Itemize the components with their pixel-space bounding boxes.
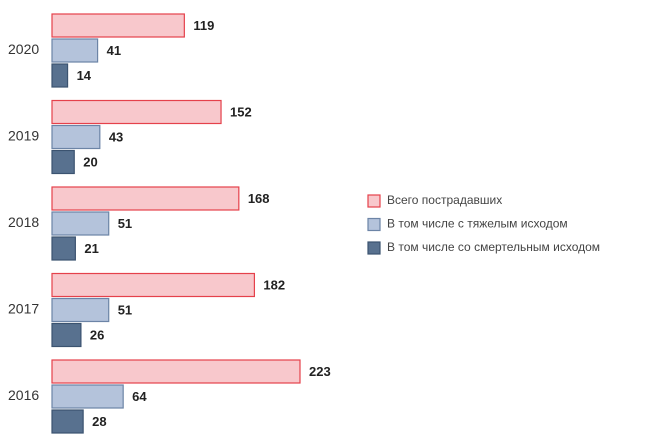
y-tick-label: 2017 [8, 301, 39, 317]
bar [51, 13, 185, 38]
bar [51, 211, 110, 236]
y-tick-label: 2020 [8, 41, 39, 57]
bar [51, 99, 222, 125]
value-label: 14 [77, 68, 92, 83]
value-label: 20 [83, 154, 97, 169]
bar [51, 409, 84, 434]
bar [51, 359, 301, 384]
legend-swatch [367, 217, 381, 232]
value-label: 21 [84, 241, 98, 256]
value-label: 43 [109, 129, 123, 144]
value-label: 182 [263, 277, 285, 292]
y-tick-label: 2016 [8, 387, 39, 403]
value-label: 51 [118, 216, 132, 231]
bar [51, 63, 69, 88]
value-label: 152 [230, 104, 252, 119]
y-tick-label: 2019 [8, 128, 39, 144]
value-label: 64 [132, 389, 147, 404]
value-label: 119 [193, 18, 214, 33]
bar [51, 186, 240, 211]
value-label: 223 [309, 364, 331, 379]
value-label: 28 [92, 414, 106, 429]
legend-label: Всего пострадавших [387, 193, 502, 207]
bar [51, 149, 75, 175]
bar [51, 124, 101, 150]
value-label: 168 [248, 191, 270, 206]
legend-label: В том числе с тяжелым исходом [387, 217, 568, 231]
legend-swatch [367, 241, 381, 255]
value-label: 26 [90, 327, 104, 342]
legend-swatch [367, 194, 381, 208]
value-label: 41 [107, 43, 121, 58]
bar [51, 322, 82, 348]
bar [51, 236, 76, 261]
bar [51, 384, 124, 409]
bar [51, 38, 99, 63]
y-tick-label: 2018 [8, 214, 39, 230]
bar [51, 297, 110, 323]
legend-label: В том числе со смертельным исходом [387, 240, 600, 254]
value-label: 51 [118, 302, 132, 317]
bar [51, 272, 256, 298]
